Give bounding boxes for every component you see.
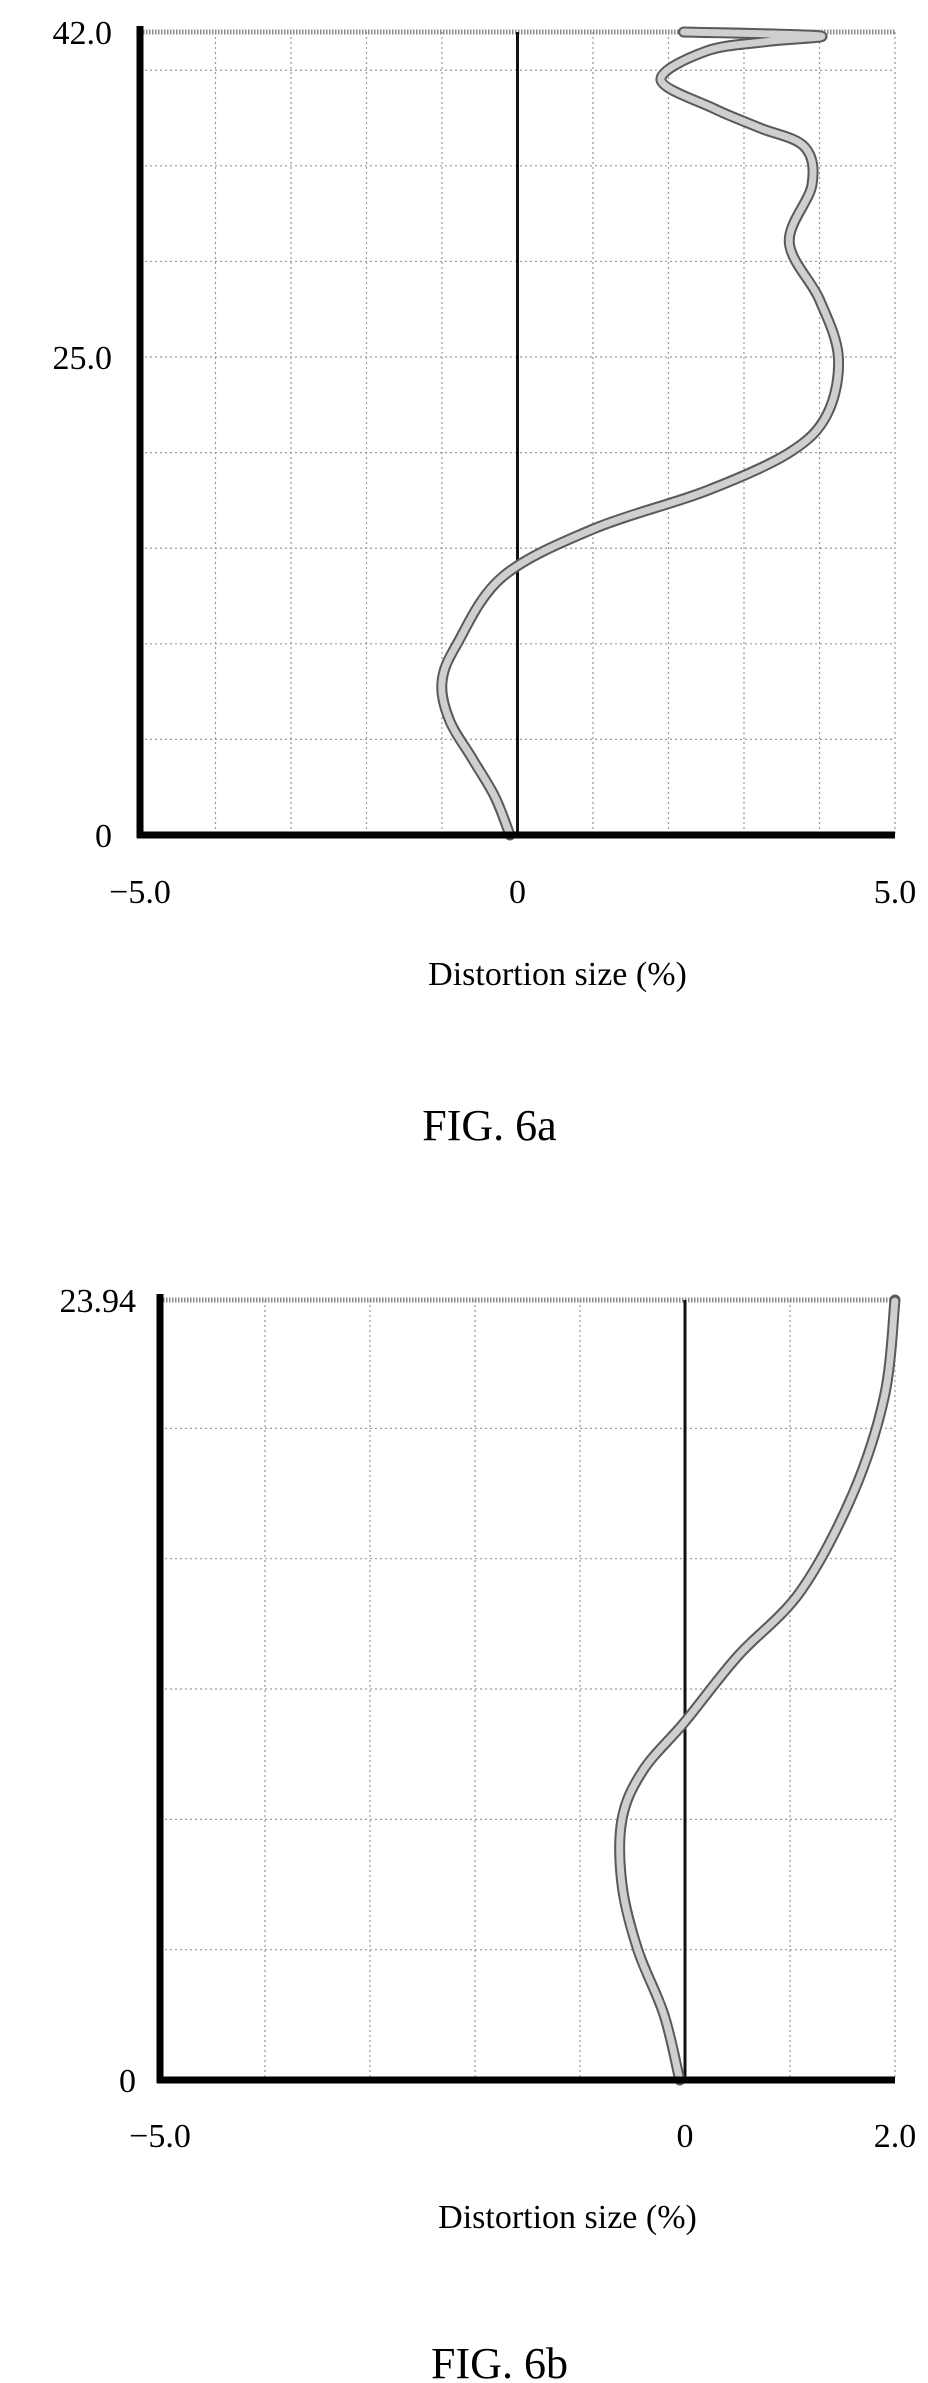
figure-caption: FIG. 6a <box>422 1101 556 1150</box>
x-tick-label: −5.0 <box>109 874 171 911</box>
y-tick-label: 25.0 <box>53 340 113 377</box>
series-line <box>616 1296 899 2084</box>
chart-fig-6b: −5.0 0 2.0 0 23.94 Distortion size (%) FIG. 6b <box>60 1283 917 2383</box>
series-line <box>438 28 843 839</box>
y-tick-label: 23.94 <box>60 1283 137 1320</box>
x-tick-label: 5.0 <box>874 874 917 911</box>
series-line-outline <box>614 1294 901 2086</box>
y-tick-label: 42.0 <box>53 15 113 52</box>
chart-fig-6a: −5.0 0 5.0 0 25.0 42.0 Distortion size (%) FIG.… <box>53 15 917 1150</box>
y-tick-label: 0 <box>95 818 112 855</box>
x-tick-label: 0 <box>509 874 526 911</box>
x-tick-label: −5.0 <box>129 2118 191 2155</box>
x-tick-label: 2.0 <box>874 2118 917 2155</box>
figure-caption: FIG. 6b <box>431 2339 568 2383</box>
x-tick-label: 0 <box>677 2118 694 2155</box>
x-axis-title: Distortion size (%) <box>438 2199 697 2236</box>
x-axis-title: Distortion size (%) <box>428 956 687 993</box>
y-tick-label: 0 <box>119 2063 136 2100</box>
series-line-outline <box>436 26 845 841</box>
